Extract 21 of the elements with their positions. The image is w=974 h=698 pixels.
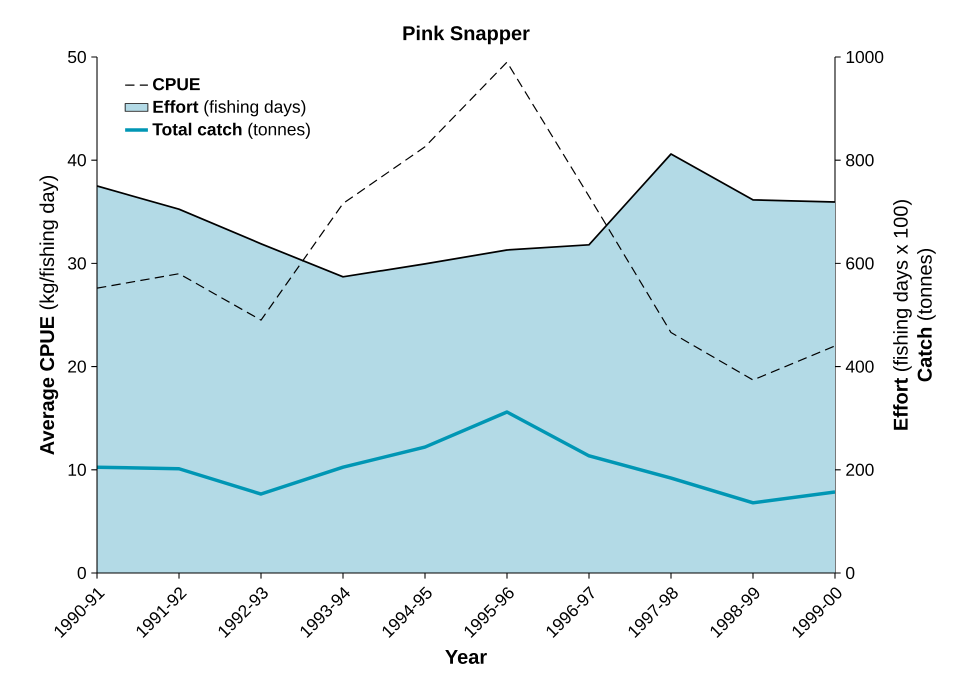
line-series: [97, 410, 835, 505]
y-tick-label: 40: [68, 154, 86, 166]
y2-tick-label: 1000: [846, 50, 884, 64]
y-axis-title: Average CPUE (kg/fishing day): [39, 176, 58, 455]
legend-label: Effort (fishing days): [153, 100, 306, 116]
y-tick-label: 20: [68, 360, 86, 373]
y2-tick-label: 600: [846, 257, 874, 270]
legend-label: CPUE: [153, 78, 200, 90]
y2-tick-label: 0: [846, 566, 854, 580]
y-tick-label: 10: [68, 464, 86, 476]
legend-label: Total catch (tonnes): [152, 122, 310, 139]
y-tick-label: 0: [78, 566, 86, 580]
y2-tick-label: 200: [846, 464, 874, 476]
y2-tick-label: 400: [846, 360, 874, 373]
y-tick-label: 30: [68, 257, 86, 270]
x-axis-title: Year: [445, 650, 487, 664]
y2-tick-label: 800: [846, 154, 874, 166]
chart-title: Pink Snapper: [403, 26, 530, 44]
text: Catch (tonnes): [917, 248, 936, 382]
text: Effort (fishing days x 100): [893, 200, 912, 430]
y-tick-label: 50: [68, 50, 86, 64]
